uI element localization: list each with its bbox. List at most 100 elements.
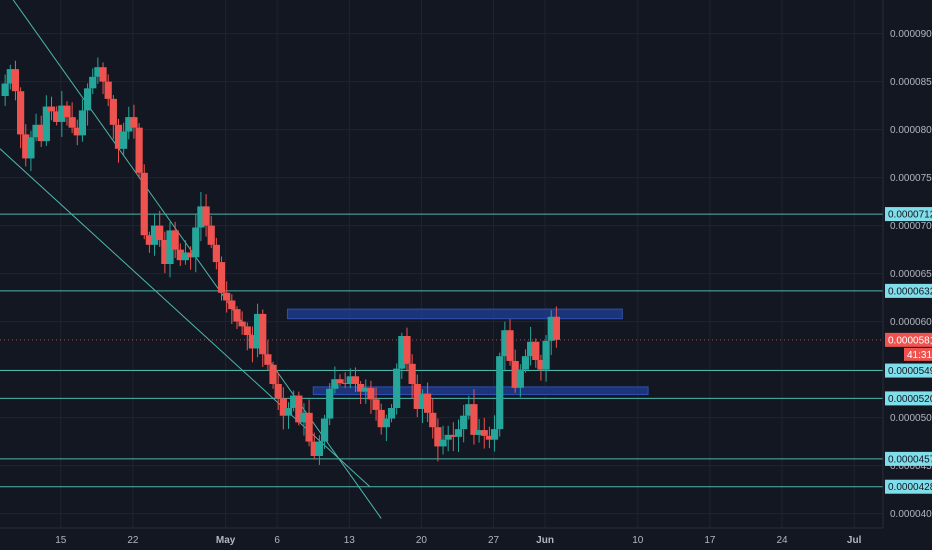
candle xyxy=(248,335,257,349)
candle xyxy=(357,384,365,392)
candle xyxy=(130,117,138,128)
candle xyxy=(516,369,524,388)
candle xyxy=(326,388,334,419)
candle xyxy=(552,316,560,340)
candle xyxy=(228,300,236,310)
level-price-tag xyxy=(885,283,932,298)
candle xyxy=(367,387,375,400)
candle xyxy=(27,137,35,159)
candle xyxy=(58,105,66,122)
candle xyxy=(305,412,313,442)
candle xyxy=(156,225,164,240)
time-tick-label: Jul xyxy=(847,535,862,546)
candle xyxy=(511,360,519,388)
candle xyxy=(362,387,370,392)
level-price-tag xyxy=(885,479,932,494)
candle xyxy=(104,81,112,99)
level-price-label: 0.0000457 xyxy=(888,454,932,465)
candle xyxy=(429,412,437,428)
current-price-bg xyxy=(885,332,932,347)
time-axis[interactable]: 15 22 May 6 13 20 27 Jun 10 17 24 Jul xyxy=(0,527,883,546)
candle xyxy=(135,127,143,173)
candle xyxy=(387,408,396,419)
zone-rect xyxy=(286,308,623,320)
candle xyxy=(202,206,210,226)
candle xyxy=(78,110,87,136)
level-price-label: 0.0000632 xyxy=(888,286,932,297)
candle xyxy=(300,412,308,423)
candle xyxy=(264,354,272,365)
candle xyxy=(217,262,226,293)
time-tick-label: 6 xyxy=(274,535,280,546)
candle xyxy=(212,244,220,263)
candle xyxy=(89,76,97,89)
candle xyxy=(506,330,514,361)
candle xyxy=(331,379,339,389)
zone-rect xyxy=(312,386,649,396)
channel-line xyxy=(12,0,382,519)
level-price-label: 0.0000428 xyxy=(888,482,932,493)
candle xyxy=(403,336,411,364)
level-price-tag xyxy=(885,451,932,466)
candle xyxy=(372,399,380,410)
candle xyxy=(253,313,262,349)
candle xyxy=(181,252,190,261)
candle xyxy=(449,434,457,437)
time-tick-label: 17 xyxy=(704,535,716,546)
support-resistance-zones[interactable] xyxy=(286,308,649,396)
candle xyxy=(197,206,205,228)
candle xyxy=(1,83,9,96)
candle xyxy=(527,341,535,357)
candle xyxy=(171,230,179,250)
candle xyxy=(290,395,298,408)
candle xyxy=(490,429,499,440)
time-tick-label: May xyxy=(216,535,236,546)
candle xyxy=(460,415,468,430)
candle xyxy=(207,225,215,245)
candle xyxy=(279,398,287,416)
candle xyxy=(42,106,50,142)
candle xyxy=(233,309,241,322)
candle xyxy=(150,225,159,245)
candle xyxy=(187,252,195,258)
candle xyxy=(176,249,184,261)
candle xyxy=(223,292,231,301)
candle xyxy=(320,418,329,442)
candle xyxy=(238,321,246,327)
countdown-bg xyxy=(904,347,932,361)
candle xyxy=(243,326,251,336)
level-price-tag xyxy=(885,391,932,406)
candle xyxy=(109,98,117,125)
time-tick-label: 27 xyxy=(488,535,500,546)
candle xyxy=(475,430,483,435)
current-price-tag: 0.0000581 41:31 xyxy=(0,332,932,361)
candle xyxy=(346,376,354,384)
level-price-tag xyxy=(885,207,932,222)
candle xyxy=(259,313,267,355)
candle xyxy=(496,356,504,430)
candle xyxy=(341,383,349,385)
candle xyxy=(465,404,473,416)
level-price-label: 0.0000520 xyxy=(888,394,932,405)
candle xyxy=(542,340,550,370)
candle xyxy=(413,384,421,409)
candle xyxy=(295,395,303,423)
candle xyxy=(63,105,71,118)
time-tick-label: Jun xyxy=(536,535,554,546)
candle xyxy=(310,441,318,456)
candle xyxy=(6,69,14,84)
candle xyxy=(161,240,169,264)
time-tick-label: 24 xyxy=(776,535,788,546)
candle xyxy=(537,360,545,370)
current-price-label: 0.0000581 xyxy=(888,335,932,346)
candle xyxy=(434,427,442,447)
